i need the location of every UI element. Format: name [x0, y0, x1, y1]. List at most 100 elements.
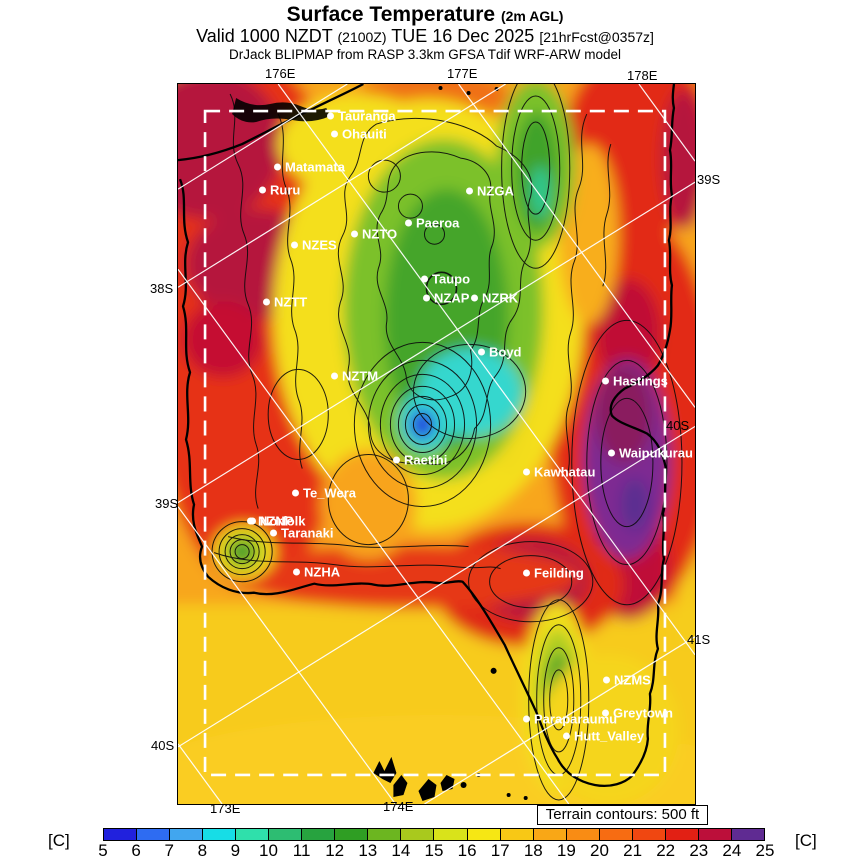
station-label: Taupo [432, 271, 471, 287]
station-label: NZHA [304, 564, 341, 580]
station-label: Raetihi [404, 452, 448, 468]
colorbar-segment [170, 829, 204, 840]
station-dot [331, 372, 338, 380]
station-taranaki: Taranaki [270, 526, 334, 541]
station-feilding: Feilding [523, 566, 584, 581]
station-label: NZAP [434, 290, 470, 306]
station-dot [523, 468, 530, 476]
station-dot [249, 517, 256, 525]
colorbar-tick: 18 [523, 841, 543, 860]
station-label: NZES [302, 237, 337, 253]
model-line: DrJack BLIPMAP from RASP 3.3km GFSA Tdif… [228, 47, 622, 62]
station-label: NZTM [342, 368, 379, 384]
colorbar-tick: 9 [230, 841, 241, 860]
station-label: NZTT [274, 294, 308, 310]
station-label: Matamata [285, 159, 345, 175]
station-dot [608, 449, 615, 457]
station-nzms: NZMS [603, 673, 651, 688]
station-label: Boyd [489, 344, 522, 360]
station-dot [405, 219, 412, 227]
station-label: NZGA [477, 183, 514, 199]
colorbar-tick: 13 [358, 841, 378, 860]
station-label: Paeroa [416, 215, 460, 231]
lon-label-top: 176E [265, 66, 296, 81]
colorbar-tick: 6 [131, 841, 141, 860]
title-text: Surface Temperature [286, 3, 496, 26]
colorbar-segment [269, 829, 303, 840]
lat-label-left: 40S [151, 738, 175, 753]
colorbar-tick: 25 [755, 841, 775, 860]
valid-zulu: (2100Z) [337, 29, 387, 45]
valid-forecast-tag: [21hrFcst@0357z] [539, 29, 654, 45]
station-matamata: Matamata [274, 160, 345, 175]
station-nztt: NZTT [263, 295, 307, 310]
lat-label-right: 41S [687, 632, 711, 647]
colorbar-segment [665, 829, 699, 840]
graticule [178, 84, 695, 804]
station-dot [423, 294, 430, 302]
colorbar-segment [434, 829, 468, 840]
colorbar-ticks: 5 6 7 8 9 10 11 12 13 14 15 16 17 18 19 20 21 22 23 24 25 [98, 841, 774, 860]
lon-label-bottom: 173E [210, 801, 241, 816]
lon-label-bottom: 174E [383, 799, 414, 814]
station-label: NZRK [482, 290, 519, 306]
station-nzto: NZTO [351, 227, 397, 242]
lat-label-left: 39S [155, 496, 179, 511]
colorbar-segment [236, 829, 270, 840]
colorbar-segment [401, 829, 435, 840]
colorbar-tick: 15 [424, 841, 444, 860]
valid-prefix: Valid 1000 NZDT [196, 26, 333, 46]
station-paraparaumu: Paraparaumu [523, 712, 617, 727]
station-dot [327, 112, 334, 120]
station-label: Kawhatau [534, 464, 596, 480]
station-dot [563, 732, 570, 740]
station-dot [393, 456, 400, 464]
station-label: Tauranga [338, 108, 396, 124]
station-taupo: Taupo [421, 272, 470, 287]
lon-label-top: 177E [447, 66, 478, 81]
station-dot [421, 275, 428, 283]
station-dot [274, 163, 281, 171]
domain-boundary-dashed [203, 109, 667, 777]
station-hutt_valley: Hutt_Valley [563, 729, 644, 744]
colorbar-segment [203, 829, 237, 840]
colorbar-tick: 7 [164, 841, 174, 860]
colorbar-tick: 12 [325, 841, 345, 860]
station-dot [259, 186, 266, 194]
colorbar-tick: 16 [457, 841, 477, 860]
station-label: Norfolk [260, 513, 306, 529]
station-dot [471, 294, 478, 302]
colorbar-tick: 23 [689, 841, 709, 860]
colorbar-tick: 22 [656, 841, 676, 860]
lon-label-top: 178E [627, 68, 658, 83]
station-tauranga: Tauranga [327, 109, 396, 124]
station-label: Taranaki [281, 525, 334, 541]
lat-label-right: 40S [666, 418, 690, 433]
colorbar-tick: 11 [292, 841, 311, 860]
station-label: Te_Wera [303, 485, 356, 501]
station-label: NZNP [258, 513, 294, 529]
station-boyd: Boyd [478, 345, 522, 360]
station-dot [293, 568, 300, 576]
valid-time-line: Valid 1000 NZDT (2100Z) TUE 16 Dec 2025 … [0, 26, 850, 47]
station-dot [263, 298, 270, 306]
station-dot [466, 187, 473, 195]
station-label: Greytown [613, 705, 673, 721]
station-label: Hastings [613, 373, 668, 389]
station-dot [331, 130, 338, 138]
colorbar-segment [632, 829, 666, 840]
temperature-map [177, 83, 696, 805]
station-dot [602, 709, 609, 717]
colorbar-unit-left: [C] [48, 831, 70, 850]
lat-label-right: 39S [697, 172, 721, 187]
colorbar-tick: 10 [259, 841, 278, 860]
station-nztm: NZTM [331, 369, 378, 384]
colorbar-tick: 21 [623, 841, 643, 860]
station-dot [292, 489, 299, 497]
station-ohauiti: Ohauiti [331, 127, 387, 142]
page-title: Surface Temperature (2m AGL) [0, 3, 850, 27]
station-dot [523, 569, 530, 577]
station-label: Ruru [270, 182, 301, 198]
station-ruru: Ruru [259, 183, 300, 198]
station-label: Paraparaumu [534, 711, 618, 727]
